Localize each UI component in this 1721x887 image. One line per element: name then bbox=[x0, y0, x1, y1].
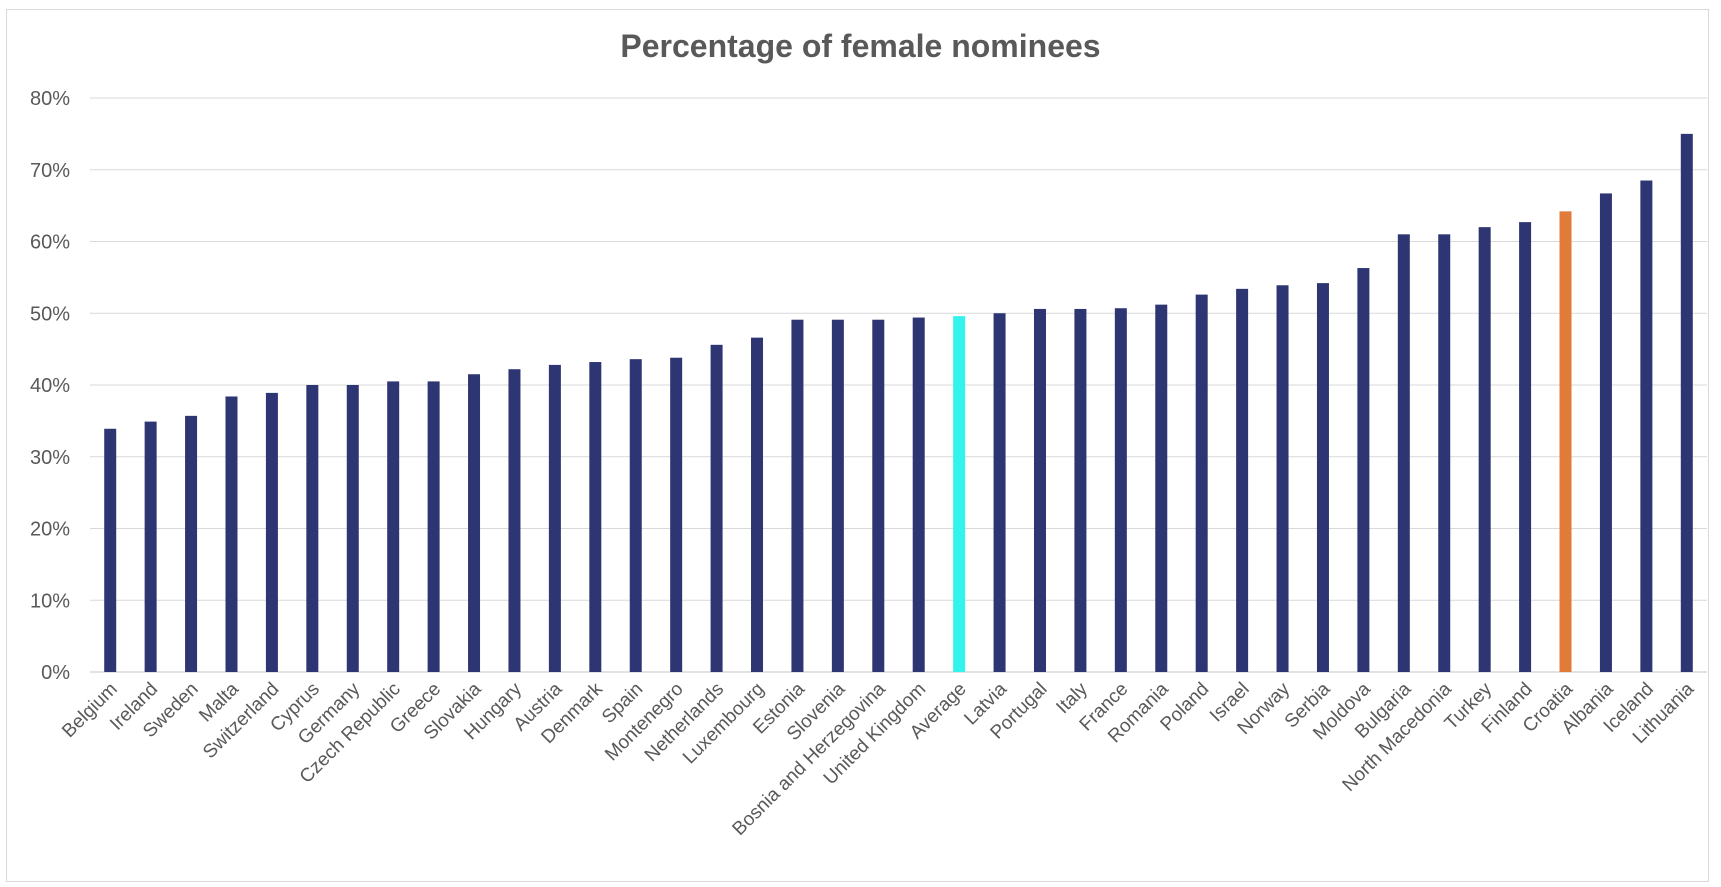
bar bbox=[872, 319, 885, 672]
bar bbox=[589, 362, 602, 672]
bar bbox=[1680, 133, 1693, 672]
bar bbox=[831, 319, 844, 672]
bar bbox=[1316, 283, 1329, 672]
bar bbox=[1559, 211, 1572, 673]
y-tick-label: 70% bbox=[30, 160, 70, 182]
bar bbox=[1478, 227, 1491, 672]
y-tick-label: 60% bbox=[30, 232, 70, 254]
y-tick-label: 50% bbox=[30, 303, 70, 325]
bar bbox=[710, 344, 723, 672]
y-tick-label: 0% bbox=[41, 662, 70, 684]
bar bbox=[1074, 308, 1087, 672]
bar bbox=[993, 313, 1006, 672]
category-label: Belgium bbox=[58, 679, 121, 742]
bar bbox=[265, 392, 278, 672]
bar bbox=[1033, 308, 1046, 672]
bar bbox=[185, 415, 198, 672]
bar bbox=[508, 369, 521, 672]
bar bbox=[1397, 234, 1410, 672]
bar bbox=[346, 385, 359, 672]
bar bbox=[629, 359, 642, 672]
y-tick-label: 20% bbox=[30, 519, 70, 541]
bar bbox=[427, 381, 440, 672]
bar bbox=[144, 421, 157, 672]
chart-title: Percentage of female nominees bbox=[620, 28, 1101, 64]
bar bbox=[1599, 193, 1612, 673]
bar bbox=[953, 316, 966, 672]
bar bbox=[387, 381, 400, 672]
bar bbox=[468, 374, 481, 672]
bar bbox=[1640, 180, 1653, 672]
y-tick-label: 30% bbox=[30, 447, 70, 469]
bar bbox=[104, 428, 117, 672]
bar bbox=[306, 385, 319, 672]
bar bbox=[670, 357, 683, 672]
bar bbox=[751, 337, 764, 672]
bar bbox=[1438, 234, 1451, 672]
bar bbox=[1195, 294, 1208, 672]
bar bbox=[548, 364, 561, 672]
bar bbox=[1357, 268, 1370, 672]
bar bbox=[1155, 304, 1168, 672]
bar bbox=[1236, 288, 1249, 672]
y-tick-label: 80% bbox=[30, 88, 70, 110]
bar bbox=[912, 317, 925, 672]
bar bbox=[1276, 285, 1289, 672]
bar bbox=[225, 396, 238, 672]
bar bbox=[1519, 222, 1532, 672]
y-tick-label: 40% bbox=[30, 375, 70, 397]
bar bbox=[1114, 308, 1127, 672]
bar bbox=[791, 319, 804, 672]
chart-frame bbox=[6, 9, 1709, 882]
y-tick-label: 10% bbox=[30, 590, 70, 612]
